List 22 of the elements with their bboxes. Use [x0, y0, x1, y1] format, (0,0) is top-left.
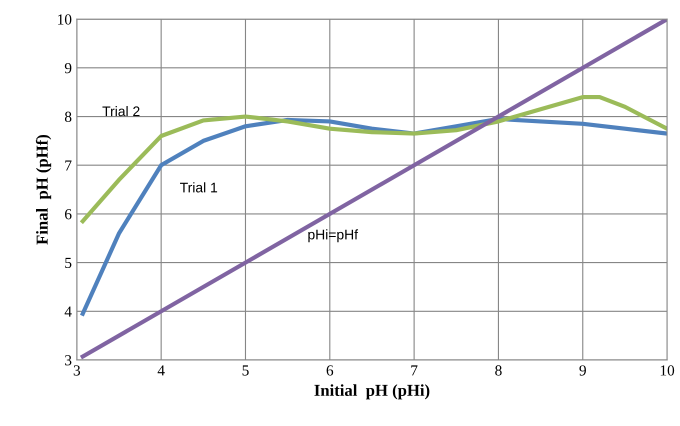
y-tick-label: 7: [65, 160, 72, 171]
y-tick-label: 3: [65, 355, 72, 366]
x-axis-title: Initial pH (pHi): [314, 384, 430, 400]
x-tick-label: 4: [158, 365, 165, 376]
x-tick-label: 7: [411, 365, 418, 376]
text: Trial 2: [102, 106, 140, 116]
y-tick-label: 10: [58, 14, 72, 25]
y-tick-label: 6: [64, 209, 72, 220]
y-tick-label: 5: [65, 258, 72, 268]
y-tick-label: 9: [64, 63, 72, 74]
series-label: Trial 1: [180, 182, 218, 192]
y-tick-label: 8: [64, 112, 72, 122]
x-tick-label: 6: [326, 365, 334, 376]
x-tick-label: 8: [495, 365, 502, 376]
x-tick-label: 3: [74, 365, 80, 376]
y-tick-label: 4: [64, 306, 72, 317]
x-tick-label: 10: [660, 365, 674, 376]
line-series: [80, 94, 668, 224]
series-label: pHi=pHf: [308, 229, 358, 242]
y-axis-title: Final pH (pHf): [36, 134, 52, 245]
x-tick-label: 5: [242, 365, 249, 376]
x-tick-label: 9: [579, 365, 586, 376]
